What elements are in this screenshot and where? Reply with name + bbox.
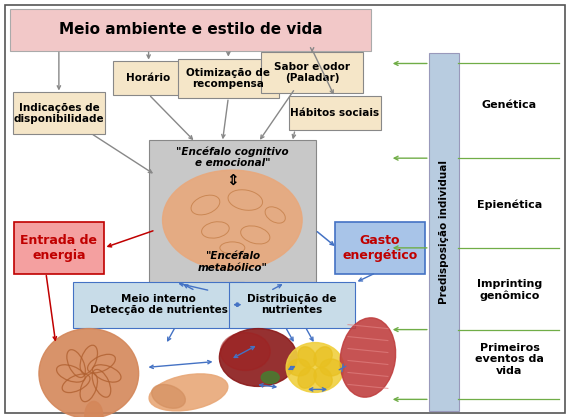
Text: Distribuição de
nutrientes: Distribuição de nutrientes: [247, 294, 337, 316]
Text: Imprinting
genômico: Imprinting genômico: [477, 279, 542, 301]
Ellipse shape: [320, 359, 342, 376]
FancyBboxPatch shape: [14, 222, 104, 274]
Text: Horário: Horário: [127, 74, 171, 84]
FancyBboxPatch shape: [73, 282, 245, 328]
FancyBboxPatch shape: [13, 92, 105, 134]
Text: "Encéfalo cognitivo
e emocional": "Encéfalo cognitivo e emocional": [176, 146, 288, 168]
Text: Meio interno
Detecção de nutrientes: Meio interno Detecção de nutrientes: [89, 294, 227, 316]
Ellipse shape: [39, 329, 139, 418]
Text: Otimização de
recompensa: Otimização de recompensa: [186, 68, 270, 89]
Ellipse shape: [286, 343, 344, 393]
Ellipse shape: [298, 367, 316, 388]
Ellipse shape: [340, 318, 396, 397]
Text: Sabor e odor
(Paladar): Sabor e odor (Paladar): [274, 62, 350, 83]
Ellipse shape: [314, 367, 332, 388]
Ellipse shape: [288, 359, 310, 376]
Ellipse shape: [219, 329, 297, 386]
Text: Predisposição individual: Predisposição individual: [439, 160, 449, 304]
Ellipse shape: [261, 372, 279, 383]
Ellipse shape: [314, 347, 332, 367]
Ellipse shape: [298, 347, 316, 367]
Text: "Encéfalo
metabólico": "Encéfalo metabólico": [197, 251, 267, 273]
Ellipse shape: [162, 170, 302, 270]
Text: Genética: Genética: [482, 100, 537, 110]
FancyBboxPatch shape: [289, 97, 381, 130]
FancyBboxPatch shape: [149, 140, 316, 290]
Ellipse shape: [152, 385, 185, 408]
FancyBboxPatch shape: [229, 282, 356, 328]
Text: Primeiros
eventos da
vida: Primeiros eventos da vida: [475, 343, 544, 376]
FancyBboxPatch shape: [335, 222, 425, 274]
Text: ⇕: ⇕: [226, 173, 239, 188]
FancyBboxPatch shape: [113, 61, 185, 95]
Ellipse shape: [221, 333, 270, 370]
FancyBboxPatch shape: [429, 53, 459, 411]
Text: Gasto
energético: Gasto energético: [342, 234, 417, 262]
Text: Meio ambiente e estilo de vida: Meio ambiente e estilo de vida: [59, 22, 322, 37]
Text: Hábitos sociais: Hábitos sociais: [291, 108, 380, 118]
Text: Entrada de
energia: Entrada de energia: [21, 234, 97, 262]
Ellipse shape: [85, 401, 103, 418]
FancyBboxPatch shape: [261, 51, 363, 93]
Text: Epienética: Epienética: [477, 200, 542, 210]
FancyBboxPatch shape: [5, 5, 565, 413]
Ellipse shape: [149, 374, 228, 411]
FancyBboxPatch shape: [10, 9, 371, 51]
FancyBboxPatch shape: [177, 59, 279, 98]
Text: Indicações de
disponibilidade: Indicações de disponibilidade: [14, 102, 104, 124]
